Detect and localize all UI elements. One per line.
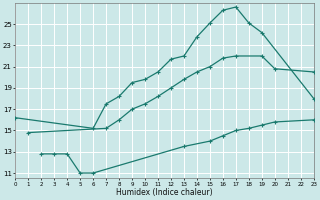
X-axis label: Humidex (Indice chaleur): Humidex (Indice chaleur) — [116, 188, 213, 197]
